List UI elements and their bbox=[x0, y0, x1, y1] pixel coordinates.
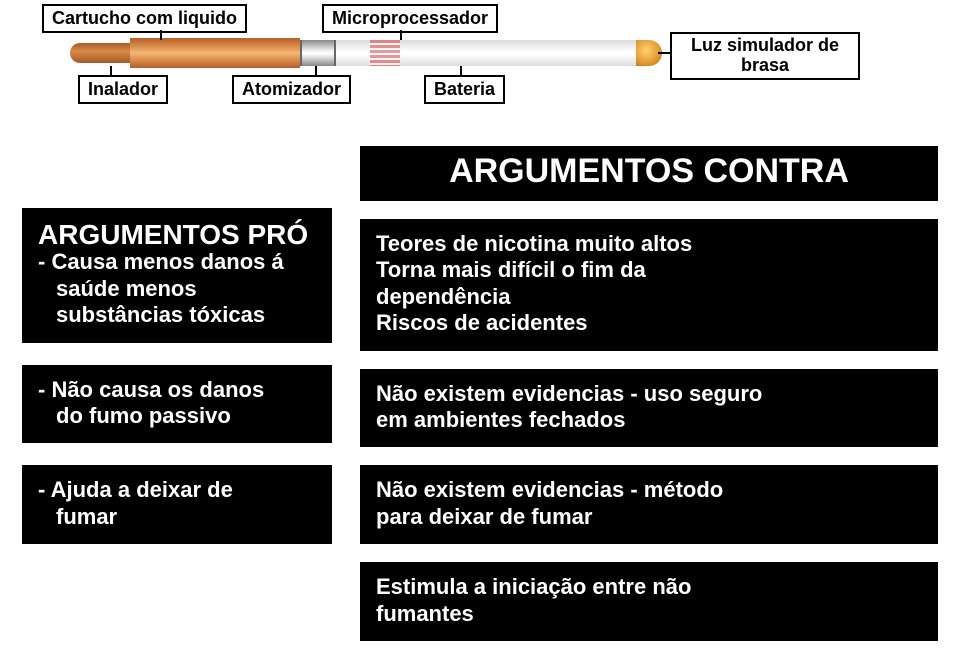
contra-line: Teores de nicotina muito altos bbox=[376, 231, 922, 257]
pro-item-1-line: substâncias tóxicas bbox=[38, 302, 316, 328]
cig-part-atomizer bbox=[300, 40, 336, 66]
pro-block-3: - Ajuda a deixar de fumar bbox=[22, 465, 332, 544]
connector bbox=[460, 66, 462, 76]
contra-block-1: Teores de nicotina muito altos Torna mai… bbox=[360, 219, 938, 351]
pro-item-2-line: - Não causa os danos bbox=[38, 377, 316, 403]
contra-line: Estimula a iniciação entre não bbox=[376, 574, 922, 600]
pro-item-3-line: fumar bbox=[38, 504, 316, 530]
cig-part-inhaler bbox=[70, 43, 130, 63]
ecigarette-drawing bbox=[70, 38, 690, 68]
contra-line: para deixar de fumar bbox=[376, 504, 922, 530]
contra-line: dependência bbox=[376, 284, 922, 310]
contra-title: ARGUMENTOS CONTRA bbox=[360, 146, 938, 201]
contra-block-3: Não existem evidencias - método para dei… bbox=[360, 465, 938, 544]
contra-line: Torna mais difícil o fim da bbox=[376, 257, 922, 283]
pro-block-1: ARGUMENTOS PRÓ - Causa menos danos á saú… bbox=[22, 208, 332, 343]
label-microprocessador: Microprocessador bbox=[322, 4, 498, 33]
pro-item-1-line: - Causa menos danos á bbox=[38, 249, 316, 275]
label-bateria: Bateria bbox=[424, 75, 505, 104]
pro-item-2-line: do fumo passivo bbox=[38, 403, 316, 429]
contra-line: Riscos de acidentes bbox=[376, 310, 922, 336]
connector bbox=[400, 30, 402, 40]
contra-line: fumantes bbox=[376, 601, 922, 627]
contra-column: ARGUMENTOS CONTRA Teores de nicotina mui… bbox=[360, 146, 938, 641]
cig-part-liquid bbox=[130, 38, 300, 68]
label-cartucho: Cartucho com liquido bbox=[42, 4, 247, 33]
pro-title: ARGUMENTOS PRÓ bbox=[38, 220, 316, 249]
pro-item-3-line: - Ajuda a deixar de bbox=[38, 477, 316, 503]
contra-block-2: Não existem evidencias - uso seguro em a… bbox=[360, 369, 938, 448]
contra-block-4: Estimula a iniciação entre não fumantes bbox=[360, 562, 938, 641]
label-atomizador: Atomizador bbox=[232, 75, 351, 104]
connector bbox=[658, 52, 670, 54]
pro-column: ARGUMENTOS PRÓ - Causa menos danos á saú… bbox=[22, 208, 332, 641]
arguments-section: ARGUMENTOS PRÓ - Causa menos danos á saú… bbox=[0, 130, 960, 641]
connector bbox=[110, 66, 112, 76]
contra-line: em ambientes fechados bbox=[376, 407, 922, 433]
pro-item-1-line: saúde menos bbox=[38, 276, 316, 302]
connector bbox=[160, 30, 162, 40]
connector bbox=[315, 66, 317, 76]
pro-block-2: - Não causa os danos do fumo passivo bbox=[22, 365, 332, 444]
ecigarette-diagram: Cartucho com liquido Microprocessador In… bbox=[0, 0, 960, 130]
cig-part-band bbox=[370, 40, 400, 66]
contra-line: Não existem evidencias - método bbox=[376, 477, 922, 503]
contra-line: Não existem evidencias - uso seguro bbox=[376, 381, 922, 407]
label-luz: Luz simulador de brasa bbox=[670, 32, 860, 80]
label-inalador: Inalador bbox=[78, 75, 168, 104]
